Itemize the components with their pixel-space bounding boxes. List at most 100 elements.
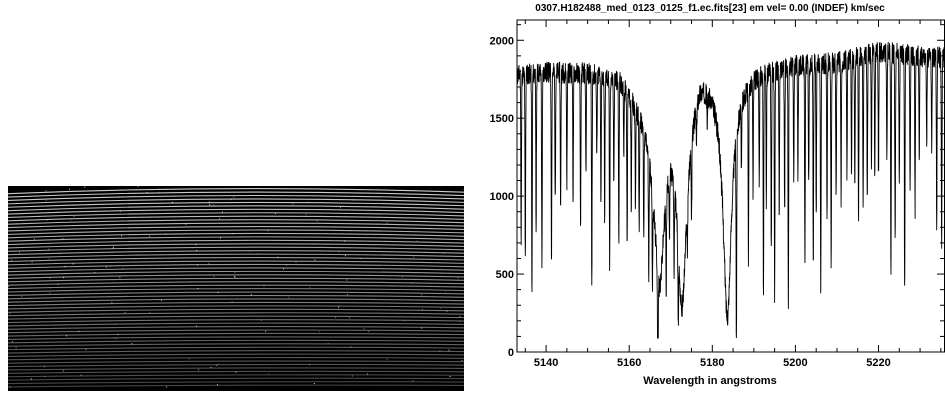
cosmic-ray-speck bbox=[459, 316, 461, 318]
cosmic-ray-speck bbox=[283, 268, 284, 270]
cosmic-ray-speck bbox=[59, 253, 61, 255]
echelle-order bbox=[7, 360, 465, 364]
cosmic-ray-speck bbox=[115, 338, 117, 340]
echelle-order bbox=[7, 298, 465, 303]
cosmic-ray-speck bbox=[185, 223, 187, 225]
cosmic-ray-speck bbox=[73, 216, 75, 218]
cosmic-ray-speck bbox=[21, 296, 23, 298]
cosmic-ray-speck bbox=[274, 213, 276, 214]
echelle-order bbox=[7, 229, 465, 235]
x-axis-label: Wavelength in angstroms bbox=[643, 375, 776, 387]
cosmic-ray-speck bbox=[234, 276, 236, 277]
echelle-order bbox=[7, 384, 465, 388]
cosmic-ray-speck bbox=[404, 320, 406, 322]
cosmic-ray-speck bbox=[196, 250, 198, 251]
cosmic-ray-speck bbox=[221, 211, 223, 213]
cosmic-ray-speck bbox=[45, 190, 47, 192]
echelle-order bbox=[7, 250, 465, 256]
echelle-order bbox=[7, 257, 465, 263]
echelle-order bbox=[7, 353, 465, 357]
cosmic-ray-speck bbox=[334, 317, 336, 318]
cosmic-ray-speck bbox=[171, 201, 173, 203]
cosmic-ray-speck bbox=[457, 277, 459, 279]
cosmic-ray-speck bbox=[261, 319, 262, 321]
cosmic-ray-speck bbox=[209, 204, 211, 206]
spectrum-chart: 0307.H182488_med_0123_0125_f1.ec.fits[23… bbox=[490, 3, 945, 387]
cosmic-ray-speck bbox=[265, 330, 267, 332]
cosmic-ray-speck bbox=[47, 229, 49, 231]
cosmic-ray-speck bbox=[445, 291, 447, 293]
cosmic-ray-speck bbox=[166, 386, 168, 388]
cosmic-ray-speck bbox=[411, 282, 413, 284]
cosmic-ray-speck bbox=[219, 218, 220, 220]
cosmic-ray-speck bbox=[213, 204, 215, 206]
cosmic-ray-speck bbox=[133, 258, 135, 260]
echelle-order bbox=[7, 263, 465, 269]
cosmic-ray-speck bbox=[16, 223, 18, 225]
cosmic-ray-speck bbox=[463, 188, 465, 190]
cosmic-ray-speck bbox=[112, 247, 114, 249]
cosmic-ray-speck bbox=[338, 306, 340, 308]
cosmic-ray-speck bbox=[188, 358, 190, 360]
cosmic-ray-speck bbox=[195, 244, 197, 246]
cosmic-ray-speck bbox=[146, 192, 148, 193]
cosmic-ray-speck bbox=[69, 188, 70, 190]
cosmic-ray-speck bbox=[50, 287, 52, 289]
echelle-order bbox=[7, 329, 465, 334]
echelle-order bbox=[7, 188, 465, 195]
cosmic-ray-speck bbox=[31, 261, 33, 263]
echelle-order bbox=[7, 253, 465, 259]
x-tick-label: 5220 bbox=[866, 357, 890, 369]
echelle-order bbox=[7, 346, 465, 351]
cosmic-ray-speck bbox=[368, 331, 370, 333]
echelle-order bbox=[7, 208, 465, 215]
echelle-order bbox=[7, 339, 465, 344]
cosmic-ray-speck bbox=[232, 233, 234, 235]
echelle-order bbox=[7, 267, 465, 273]
echelle-order bbox=[7, 198, 465, 205]
cosmic-ray-speck bbox=[48, 248, 50, 250]
cosmic-ray-speck bbox=[295, 262, 297, 263]
cosmic-ray-speck bbox=[307, 201, 309, 203]
cosmic-ray-speck bbox=[119, 196, 121, 198]
cosmic-ray-speck bbox=[137, 186, 139, 187]
echelle-order bbox=[7, 212, 465, 218]
echelle-order bbox=[7, 191, 465, 198]
cosmic-ray-speck bbox=[161, 300, 162, 302]
cosmic-ray-speck bbox=[33, 238, 35, 240]
cosmic-ray-speck bbox=[446, 310, 448, 312]
echelle-order bbox=[7, 291, 465, 296]
cosmic-ray-speck bbox=[11, 341, 13, 342]
cosmic-ray-speck bbox=[208, 201, 210, 203]
echelle-order bbox=[7, 236, 465, 242]
cosmic-ray-speck bbox=[217, 384, 218, 386]
cosmic-ray-speck bbox=[234, 276, 236, 278]
cosmic-ray-speck bbox=[461, 359, 463, 361]
echelle-order bbox=[7, 308, 465, 313]
cosmic-ray-speck bbox=[49, 277, 51, 279]
cosmic-ray-speck bbox=[119, 211, 121, 212]
cosmic-ray-speck bbox=[292, 203, 294, 205]
cosmic-ray-speck bbox=[250, 294, 252, 296]
echelle-order bbox=[7, 219, 465, 225]
cosmic-ray-speck bbox=[119, 276, 121, 278]
cosmic-ray-speck bbox=[43, 366, 45, 368]
cosmic-ray-speck bbox=[117, 334, 119, 336]
cosmic-ray-speck bbox=[122, 268, 124, 270]
cosmic-ray-speck bbox=[316, 220, 318, 222]
cosmic-ray-speck bbox=[338, 251, 340, 253]
echelle-order bbox=[7, 284, 465, 290]
cosmic-ray-speck bbox=[286, 264, 288, 266]
cosmic-ray-speck bbox=[78, 330, 80, 332]
cosmic-ray-speck bbox=[418, 207, 420, 209]
cosmic-ray-speck bbox=[440, 308, 442, 310]
cosmic-ray-speck bbox=[62, 238, 64, 239]
echelle-order bbox=[7, 343, 465, 347]
x-tick-label: 5140 bbox=[534, 357, 558, 369]
cosmic-ray-speck bbox=[421, 294, 423, 296]
cosmic-ray-speck bbox=[386, 220, 388, 222]
echelle-order bbox=[7, 336, 465, 341]
cosmic-ray-speck bbox=[314, 243, 316, 245]
cosmic-ray-speck bbox=[351, 375, 353, 377]
cosmic-ray-speck bbox=[257, 253, 259, 255]
